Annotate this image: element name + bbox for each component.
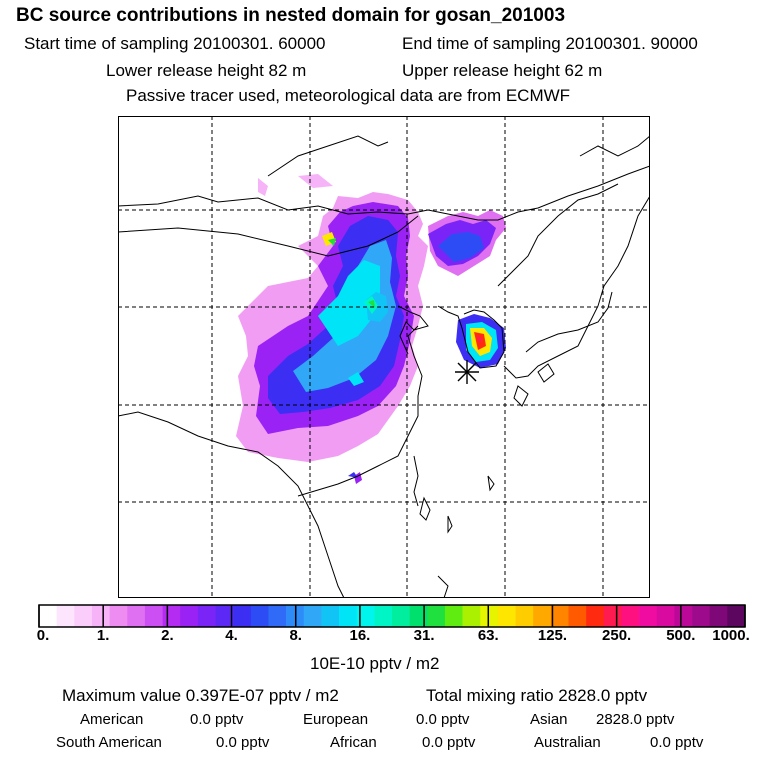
colorbar-swatch (144, 605, 163, 627)
colorbar-swatch (39, 605, 57, 627)
australian-value: 0.0 pptv (650, 734, 704, 751)
african-value: 0.0 pptv (422, 734, 476, 751)
colorbar-swatch (215, 605, 234, 627)
colorbar-swatch (568, 605, 587, 627)
lat-lon-grid (118, 116, 650, 598)
colorbar-swatch (727, 605, 746, 627)
source-contribution-map (118, 116, 650, 598)
colorbar-swatch (268, 605, 287, 627)
colorbar-swatch (656, 605, 675, 627)
colorbar-swatch (91, 605, 110, 627)
colorbar-swatch (444, 605, 463, 627)
colorbar-swatch (409, 605, 428, 627)
australian-label: Australian (534, 734, 601, 751)
colorbar-swatch (180, 605, 199, 627)
colorbar-swatch (533, 605, 552, 627)
lower-release-height-label: Lower release height 82 m (106, 61, 307, 80)
colorbar-swatch (427, 605, 446, 627)
asian-value: 2828.0 pptv (596, 711, 675, 728)
colorbar-tick-label: 2. (161, 627, 174, 644)
colorbar-swatch (709, 605, 728, 627)
colorbar-swatch (515, 605, 534, 627)
colorbar (38, 604, 746, 628)
south-american-value: 0.0 pptv (216, 734, 270, 751)
colorbar-frame (38, 604, 746, 628)
colorbar-tick-label: 0. (36, 627, 50, 644)
total-mixing-ratio-label: Total mixing ratio 2828.0 pptv (426, 686, 648, 705)
maximum-value-label: Maximum value 0.397E-07 pptv / m2 (62, 686, 339, 705)
page-title: BC source contributions in nested domain… (16, 5, 566, 26)
colorbar-swatch (339, 605, 357, 627)
colorbar-swatch (56, 605, 75, 627)
european-value: 0.0 pptv (416, 711, 470, 728)
colorbar-swatch (392, 605, 410, 627)
colorbar-tick-label: 500. (666, 627, 696, 644)
colorbar-swatch (639, 605, 658, 627)
colorbar-swatch (497, 605, 516, 627)
colorbar-swatch (233, 605, 252, 627)
colorbar-swatch (462, 605, 481, 627)
colorbar-tick-label: 4. (225, 627, 238, 644)
colorbar-tick-label: 1000. (712, 627, 750, 644)
colorbar-tick-label: 250. (602, 627, 632, 644)
colorbar-swatch (603, 605, 622, 627)
colorbar-swatch (356, 605, 375, 627)
plume-field (236, 174, 506, 484)
coastlines (118, 135, 650, 598)
colorbar-swatch (197, 605, 216, 627)
end-time-label: End time of sampling 20100301. 90000 (402, 34, 698, 53)
american-value: 0.0 pptv (190, 711, 244, 728)
tracer-note: Passive tracer used, meteorological data… (126, 86, 571, 105)
map-frame (118, 116, 650, 598)
asian-label: Asian (530, 711, 568, 728)
colorbar-swatch (303, 605, 322, 627)
colorbar-swatch (480, 605, 499, 627)
colorbar-swatch (550, 605, 569, 627)
start-time-label: Start time of sampling 20100301. 60000 (24, 34, 326, 53)
colorbar-tick-label: 63. (477, 627, 499, 644)
colorbar-tick-label: 125. (537, 627, 568, 644)
colorbar-swatch (127, 605, 146, 627)
upper-release-height-label: Upper release height 62 m (402, 61, 603, 80)
colorbar-swatch (74, 605, 93, 627)
colorbar-swatch (109, 605, 128, 627)
colorbar-tick-label: 8. (289, 627, 302, 644)
colorbar-tick-label: 1. (96, 627, 110, 644)
colorbar-swatch (374, 605, 393, 627)
colorbar-swatch (674, 605, 693, 627)
colorbar-unit-label: 10E-10 pptv / m2 (310, 654, 440, 673)
colorbar-tick-label: 16. (349, 627, 371, 644)
american-label: American (80, 711, 144, 728)
colorbar-tick-label: 31. (413, 627, 435, 644)
colorbar-swatch (162, 605, 181, 627)
colorbar-swatch (692, 605, 710, 627)
colorbar-swatch (621, 605, 640, 627)
european-label: European (303, 711, 369, 728)
colorbar-swatch (250, 605, 269, 627)
colorbar-swatch (586, 605, 605, 627)
colorbar-swatch (321, 605, 340, 627)
african-label: African (330, 734, 377, 751)
asterisk-icon (455, 360, 479, 384)
south-american-label: South American (56, 734, 162, 751)
